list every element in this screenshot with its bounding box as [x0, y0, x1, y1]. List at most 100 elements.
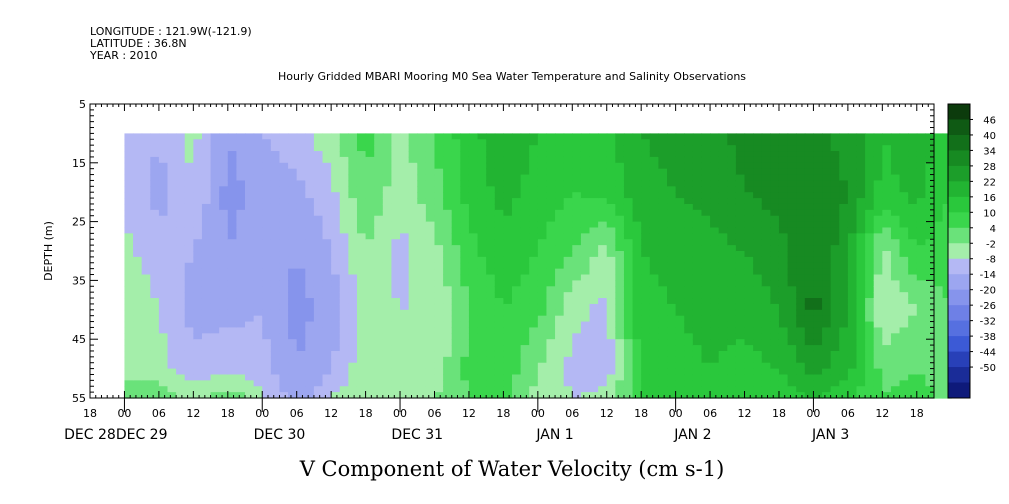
colorbar-label: -2	[986, 239, 996, 250]
heatmap-cell	[167, 298, 177, 305]
heatmap-cell	[615, 268, 625, 276]
heatmap-cell	[701, 274, 711, 281]
heatmap-cell	[512, 356, 522, 364]
heatmap-cell	[641, 345, 651, 352]
heatmap-cell	[615, 274, 625, 281]
heatmap-cell	[468, 186, 479, 193]
heatmap-cell	[313, 321, 324, 329]
heatmap-cell	[150, 139, 160, 146]
heatmap-cell	[908, 392, 918, 399]
heatmap-cell	[408, 209, 418, 217]
heatmap-cell	[589, 174, 599, 182]
heatmap-cell	[279, 345, 289, 352]
heatmap-cell	[882, 215, 892, 223]
heatmap-cell	[176, 233, 186, 240]
heatmap-cell	[908, 303, 918, 311]
heatmap-cell	[408, 233, 418, 240]
heatmap-cell	[667, 274, 677, 281]
heatmap-cell	[735, 256, 746, 264]
heatmap-cell	[684, 168, 694, 176]
heatmap-cell	[710, 333, 720, 340]
heatmap-cell	[374, 262, 384, 270]
heatmap-cell	[124, 227, 134, 234]
heatmap-cell	[641, 268, 651, 276]
heatmap-cell	[288, 203, 298, 211]
heatmap-cell	[813, 380, 823, 387]
heatmap-cell	[382, 215, 393, 223]
heatmap-cell	[942, 268, 952, 276]
heatmap-cell	[563, 227, 573, 234]
heatmap-cell	[279, 162, 289, 170]
heatmap-cell	[890, 192, 901, 199]
heatmap-cell	[245, 233, 255, 240]
heatmap-cell	[417, 256, 427, 264]
heatmap-cell	[210, 286, 220, 293]
heatmap-cell	[219, 315, 229, 323]
heatmap-cell	[417, 368, 427, 376]
heatmap-cell	[787, 315, 797, 323]
heatmap-cell	[761, 327, 771, 334]
heatmap-cell	[391, 145, 401, 152]
heatmap-cell	[925, 339, 935, 346]
heatmap-cell	[236, 262, 246, 270]
heatmap-cell	[632, 356, 642, 364]
heatmap-cell	[374, 274, 384, 281]
heatmap-cell	[865, 168, 875, 176]
heatmap-cell	[253, 362, 263, 370]
heatmap-cell	[305, 139, 315, 146]
heatmap-cell	[882, 256, 892, 264]
heatmap-cell	[486, 292, 496, 299]
heatmap-cell	[512, 374, 522, 381]
heatmap-cell	[563, 339, 573, 346]
heatmap-cell	[348, 309, 358, 317]
heatmap-cell	[684, 133, 694, 140]
heatmap-cell	[391, 386, 401, 393]
heatmap-cell	[718, 356, 728, 364]
heatmap-cell	[934, 145, 944, 152]
heatmap-cell	[761, 151, 771, 158]
heatmap-cell	[468, 315, 479, 323]
heatmap-cell	[813, 245, 823, 252]
heatmap-cell	[253, 298, 263, 305]
heatmap-cell	[899, 203, 909, 211]
heatmap-cell	[641, 198, 651, 205]
heatmap-cell	[615, 168, 625, 176]
heatmap-cell	[615, 380, 625, 387]
heatmap-cell	[270, 162, 281, 170]
heatmap-cell	[572, 321, 582, 329]
heatmap-cell	[692, 192, 703, 199]
heatmap-cell	[193, 209, 203, 217]
heatmap-cell	[486, 380, 496, 387]
heatmap-cell	[417, 251, 427, 258]
heatmap-cell	[477, 156, 487, 164]
year-label: YEAR : 2010	[89, 49, 158, 62]
heatmap-cell	[365, 186, 375, 193]
heatmap-cell	[899, 180, 909, 187]
heatmap-cell	[572, 327, 582, 334]
heatmap-cell	[133, 133, 143, 140]
heatmap-cell	[468, 192, 479, 199]
heatmap-cell	[529, 245, 539, 252]
heatmap-cell	[890, 174, 901, 182]
heatmap-cell	[356, 345, 367, 352]
heatmap-cell	[537, 162, 548, 170]
heatmap-cell	[210, 203, 220, 211]
heatmap-cell	[563, 380, 573, 387]
heatmap-cell	[150, 356, 160, 364]
heatmap-cell	[451, 215, 461, 223]
heatmap-cell	[210, 333, 220, 340]
heatmap-cell	[305, 292, 315, 299]
heatmap-cell	[503, 239, 513, 246]
heatmap-cell	[744, 274, 754, 281]
heatmap-cell	[158, 145, 169, 152]
heatmap-cell	[193, 139, 203, 146]
heatmap-cell	[822, 350, 832, 358]
heatmap-cell	[434, 268, 444, 276]
heatmap-cell	[339, 315, 349, 323]
heatmap-cell	[512, 251, 522, 258]
heatmap-cell	[400, 186, 410, 193]
heatmap-cell	[494, 327, 504, 334]
heatmap-cell	[288, 262, 298, 270]
heatmap-cell	[339, 245, 349, 252]
heatmap-cell	[150, 274, 160, 281]
